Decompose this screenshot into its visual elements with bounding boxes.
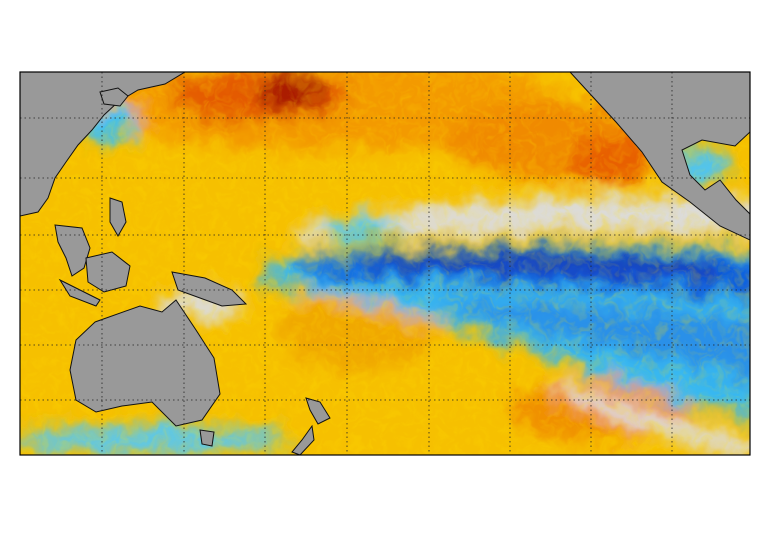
philippines	[109, 197, 127, 238]
map-area	[20, 72, 750, 455]
north-america	[569, 72, 750, 241]
new-zealand	[291, 424, 315, 455]
sumatra	[58, 278, 101, 307]
map-frame	[19, 71, 751, 456]
new-zealand	[305, 397, 331, 425]
asia	[20, 72, 186, 217]
new-guinea	[171, 271, 248, 307]
japan	[99, 87, 129, 107]
borneo	[85, 251, 131, 293]
tasmania	[199, 429, 215, 447]
australia	[69, 299, 221, 427]
graticule	[20, 72, 750, 455]
indochina	[54, 224, 91, 277]
land	[20, 72, 750, 455]
